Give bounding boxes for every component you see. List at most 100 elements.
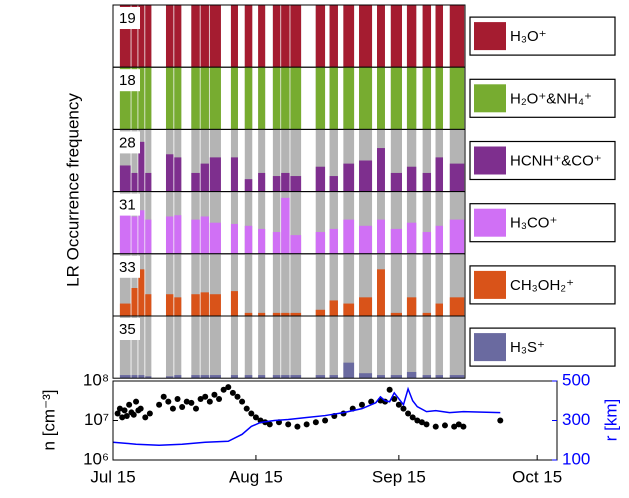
- bar: [329, 375, 338, 379]
- coverage-bar: [209, 253, 221, 316]
- bar: [119, 165, 131, 192]
- bar: [377, 5, 385, 68]
- bar: [390, 312, 403, 316]
- density-point: [130, 411, 137, 418]
- legend-label: H₃S⁺: [510, 339, 545, 356]
- bar: [359, 160, 373, 192]
- density-point: [409, 414, 416, 421]
- bar: [244, 225, 253, 254]
- coverage-bar: [244, 253, 253, 316]
- density-point: [146, 410, 153, 417]
- bar: [377, 148, 385, 192]
- coverage-bar: [119, 316, 131, 379]
- bar: [449, 375, 465, 379]
- bar: [191, 172, 200, 192]
- coverage-bar: [422, 129, 432, 192]
- coverage-bar: [131, 316, 138, 379]
- coverage-bar: [435, 253, 444, 316]
- coverage-bar: [145, 316, 152, 379]
- density-point: [119, 414, 126, 421]
- coverage-bar: [230, 191, 238, 254]
- density-point: [460, 423, 467, 430]
- coverage-bar: [272, 316, 281, 379]
- density-point: [126, 401, 133, 408]
- density-point: [123, 412, 130, 419]
- bar: [230, 375, 238, 379]
- density-point: [391, 396, 398, 403]
- count-label: 35: [119, 321, 136, 338]
- bar: [209, 375, 221, 379]
- coverage-bar: [343, 129, 355, 192]
- bar: [422, 232, 432, 254]
- bar: [165, 376, 174, 379]
- bar: [390, 67, 403, 130]
- bar: [272, 232, 281, 254]
- x-tick-label: Jul 15: [90, 467, 135, 486]
- density-point: [192, 405, 199, 412]
- bar: [131, 375, 138, 379]
- bar: [165, 294, 174, 316]
- bar: [422, 312, 432, 316]
- density-point: [368, 398, 375, 405]
- coverage-bar: [230, 253, 238, 316]
- bar: [145, 67, 152, 130]
- coverage-bar: [230, 316, 238, 379]
- bar: [281, 67, 290, 130]
- coverage-bar: [138, 316, 145, 379]
- bar: [272, 312, 281, 316]
- bar: [165, 216, 174, 254]
- bar: [343, 163, 355, 192]
- y2-tick-label: 100: [562, 449, 590, 468]
- density-point: [133, 398, 140, 405]
- coverage-bar: [406, 253, 417, 316]
- coverage-bar: [290, 316, 302, 379]
- legend-swatch: [474, 208, 506, 237]
- density-point: [441, 422, 448, 429]
- bar: [138, 375, 145, 379]
- coverage-bar: [244, 316, 253, 379]
- y-axis-label: n [cm⁻³]: [39, 390, 58, 451]
- bar: [435, 375, 444, 379]
- bar: [390, 172, 403, 192]
- bar: [119, 194, 131, 254]
- coverage-bar: [377, 316, 385, 379]
- bar: [131, 172, 138, 192]
- bar: [119, 5, 131, 68]
- y-tick-label: 10⁷: [84, 410, 109, 429]
- bar: [290, 235, 302, 254]
- bar: [449, 297, 465, 316]
- coverage-bar: [119, 129, 131, 192]
- coverage-bar: [390, 191, 403, 254]
- bar: [272, 375, 281, 379]
- coverage-bar: [329, 191, 338, 254]
- bar: [329, 300, 338, 316]
- bar: [138, 210, 145, 254]
- legend-swatch: [474, 22, 506, 51]
- coverage-bar: [290, 129, 302, 192]
- bar: [119, 375, 131, 379]
- bar: [281, 5, 290, 68]
- density-point: [405, 410, 412, 417]
- x-tick-label: Aug 15: [229, 467, 283, 486]
- count-bg: [114, 69, 140, 92]
- density-point: [220, 386, 227, 393]
- coverage-bar: [272, 129, 281, 192]
- coverage-bar: [422, 253, 432, 316]
- bar: [449, 67, 465, 130]
- bar: [377, 219, 385, 254]
- count-bg: [114, 318, 140, 340]
- legend-swatch: [474, 146, 506, 175]
- bar: [209, 67, 221, 130]
- bar: [138, 141, 145, 192]
- bar: [435, 303, 444, 316]
- coverage-bar: [272, 191, 281, 254]
- bar: [244, 67, 253, 130]
- bar: [131, 67, 138, 130]
- density-point: [455, 421, 462, 428]
- y-tick-label: 10⁸: [83, 370, 109, 389]
- count-bg: [114, 7, 140, 29]
- coverage-bar: [315, 129, 326, 192]
- legend-label: HCNH⁺&CO⁺: [510, 152, 602, 169]
- bar: [272, 176, 281, 192]
- bar: [200, 375, 209, 379]
